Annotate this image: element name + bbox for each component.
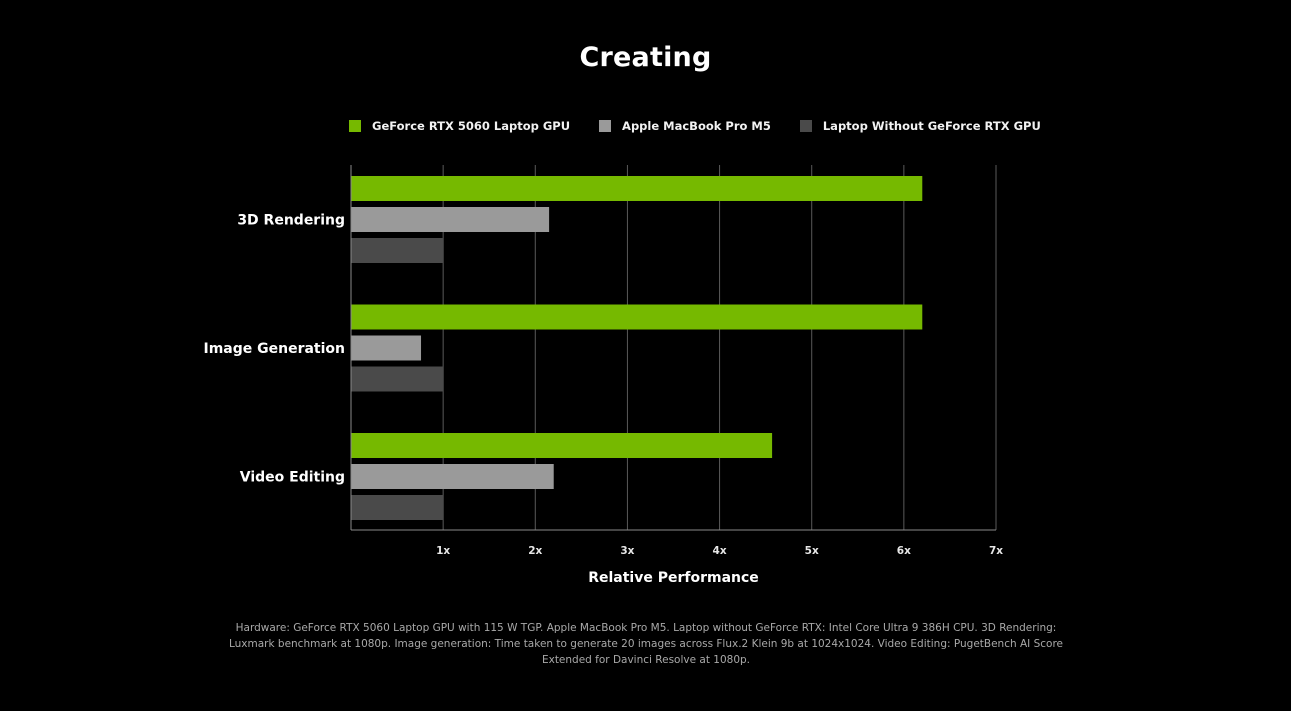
legend-swatch-laptop-without-rtx: [799, 120, 812, 132]
category-label: 3D Rendering: [237, 213, 345, 229]
bar-video-editing-0: [351, 433, 773, 458]
legend-item-macbook-pro-m5: Apple MacBook Pro M5: [599, 119, 771, 133]
x-tick-label: 4x: [713, 545, 727, 557]
category-label: Video Editing: [240, 470, 345, 486]
legend-item-laptop-without-rtx: Laptop Without GeForce RTX GPU: [799, 119, 1041, 133]
bar-3d-rendering-1: [351, 207, 550, 232]
bar-image-generation-2: [351, 366, 444, 392]
legend-label-macbook-pro-m5: Apple MacBook Pro M5: [622, 119, 771, 133]
x-axis-label: Relative Performance: [588, 570, 759, 586]
x-tick-label: 5x: [805, 545, 819, 557]
legend-label-laptop-without-rtx: Laptop Without GeForce RTX GPU: [822, 119, 1041, 133]
chart-legend: GeForce RTX 5060 Laptop GPU Apple MacBoo…: [349, 118, 1070, 134]
x-tick-label: 3x: [620, 545, 634, 557]
bar-3d-rendering-0: [351, 176, 923, 201]
x-tick-label: 7x: [989, 545, 1003, 557]
bar-image-generation-0: [351, 304, 923, 330]
bar-video-editing-1: [351, 464, 554, 489]
bar-3d-rendering-2: [351, 238, 444, 263]
chart-title: Creating: [579, 42, 712, 73]
bar-video-editing-2: [351, 495, 444, 520]
legend-item-rtx-5060: GeForce RTX 5060 Laptop GPU: [349, 119, 570, 133]
x-tick-label: 2x: [528, 545, 542, 557]
legend-swatch-rtx-5060: [349, 120, 361, 132]
hardware-footnote: Hardware: GeForce RTX 5060 Laptop GPU wi…: [228, 622, 1064, 666]
category-label: Image Generation: [203, 341, 345, 357]
legend-label-rtx-5060: GeForce RTX 5060 Laptop GPU: [372, 119, 571, 133]
bar-image-generation-1: [351, 335, 422, 361]
legend-swatch-macbook-pro-m5: [599, 120, 612, 132]
x-tick-label: 6x: [897, 545, 911, 557]
x-tick-label: 1x: [436, 545, 450, 557]
